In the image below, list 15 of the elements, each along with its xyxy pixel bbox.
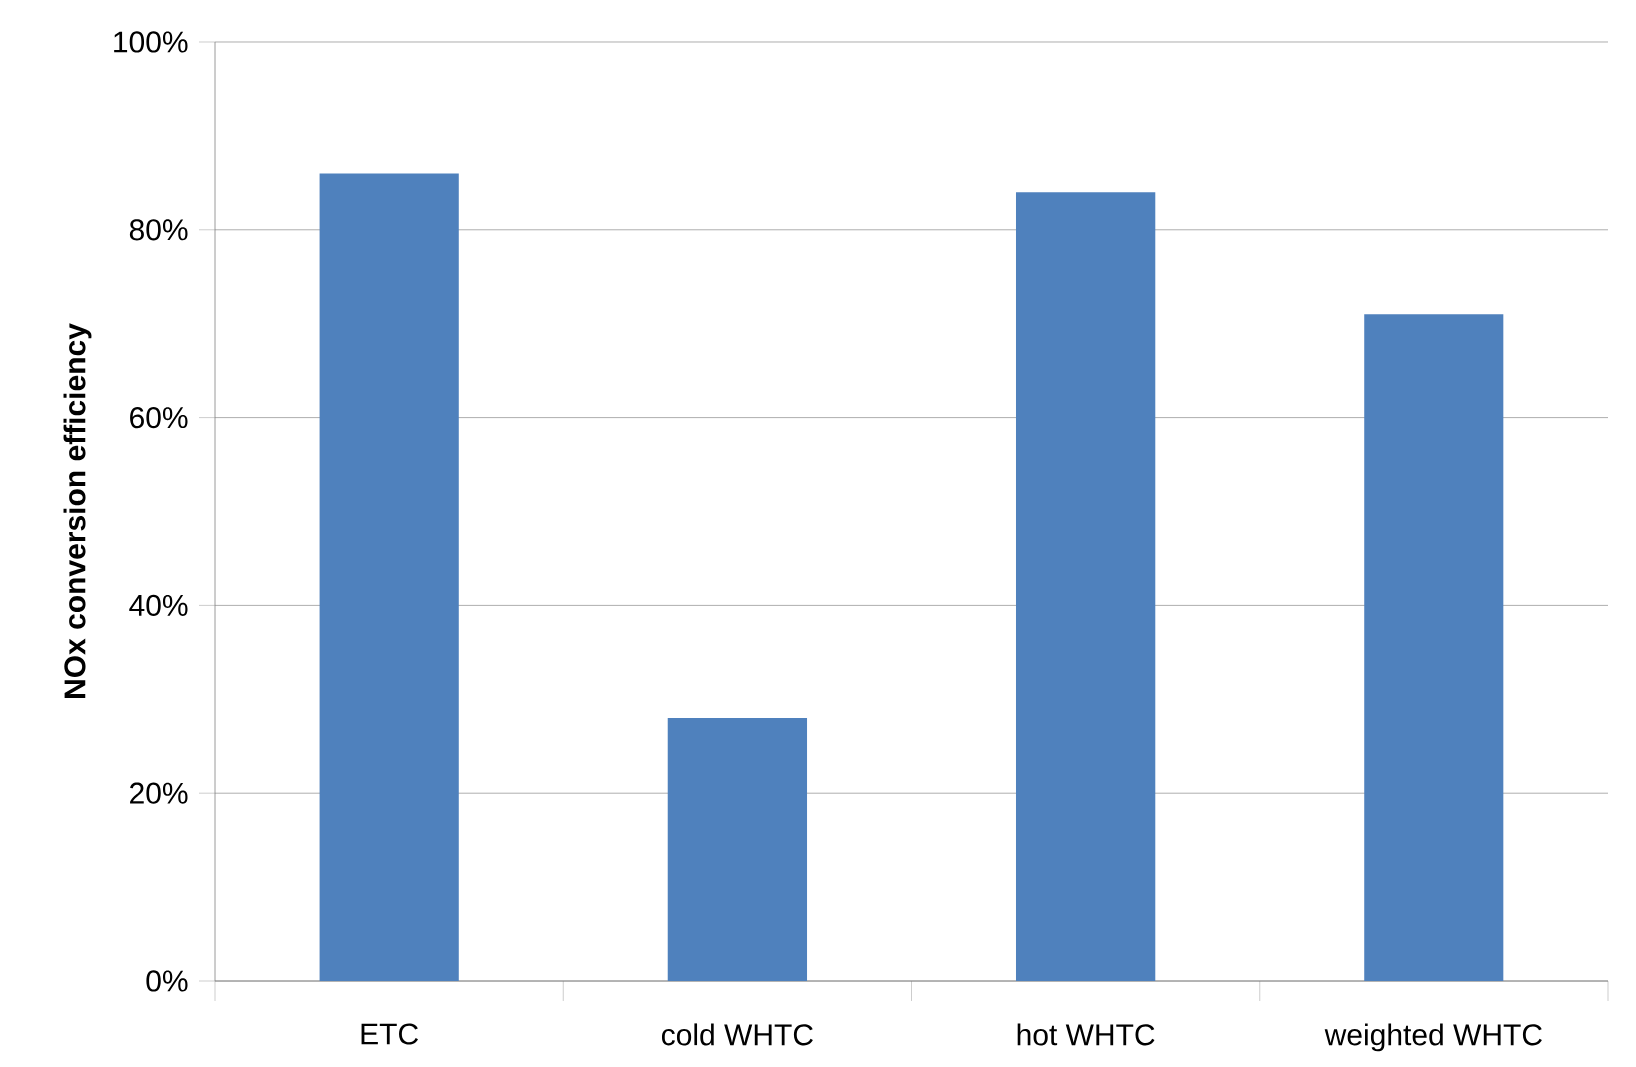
bar: [319, 173, 459, 981]
y-tick-label: 40%: [129, 594, 188, 617]
y-tick-label: 20%: [130, 782, 188, 804]
y-axis-title: NOx conversion efficiency: [63, 323, 92, 698]
bar: [1015, 192, 1156, 981]
y-tick-label: 80%: [129, 219, 188, 241]
x-tick-label: ETC: [361, 1023, 418, 1045]
bar: [667, 718, 808, 981]
y-tick-label: 100%: [114, 31, 188, 53]
x-tick-label: hot WHTC: [1017, 1023, 1155, 1046]
bar: [1364, 314, 1504, 981]
x-tick-label: cold WHTC: [662, 1023, 813, 1046]
y-tick-label: 60%: [130, 406, 188, 429]
x-tick-label: weighted WHTC: [1324, 1023, 1542, 1052]
y-tick-label: 0%: [146, 970, 188, 992]
